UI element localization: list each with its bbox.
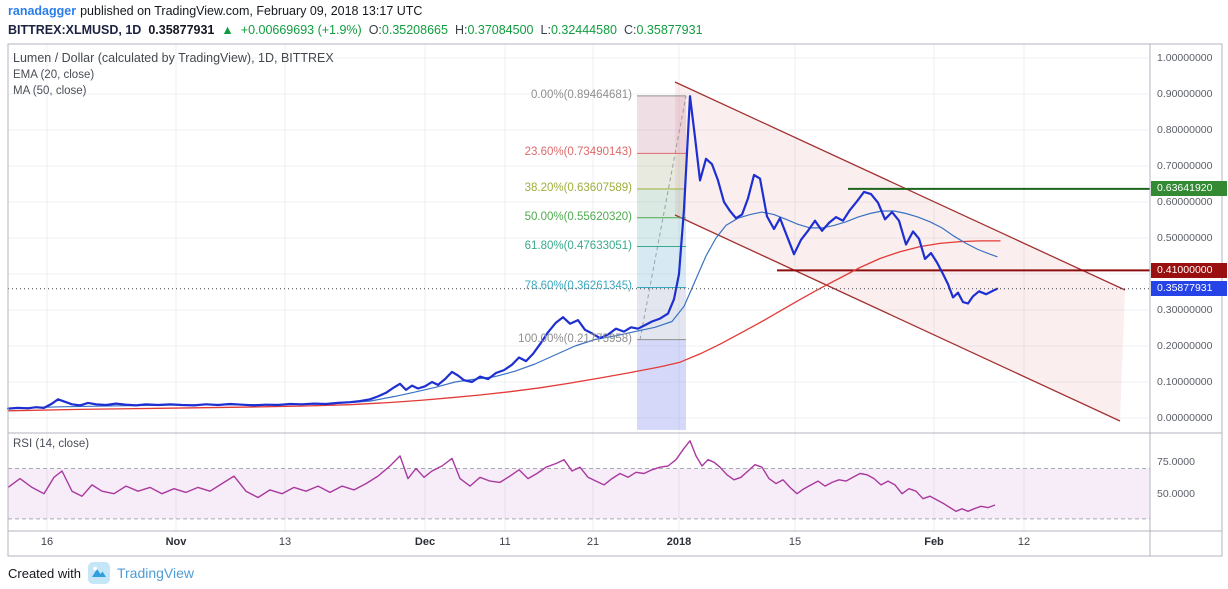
x-axis-label: 21 <box>586 536 600 548</box>
fib-level-label: 78.60%(0.36261345) <box>524 280 632 293</box>
tradingview-logo-icon <box>87 562 110 584</box>
current-price-tag: 0.35877931 <box>1151 281 1227 297</box>
ema20-line <box>7 210 998 409</box>
rsi-axis-label: 75.0000 <box>1157 456 1195 469</box>
price-line <box>6 95 999 410</box>
y-axis-label: 0.30000000 <box>1157 304 1213 316</box>
fib-level-label: 50.00%(0.55620320) <box>524 210 632 223</box>
main-pane-legend: Lumen / Dollar (calculated by TradingVie… <box>13 51 334 97</box>
x-axis-label: 11 <box>499 536 511 548</box>
x-axis-label: 12 <box>1017 536 1031 548</box>
y-axis-label: 0.90000000 <box>1157 88 1213 100</box>
ohlc-close: C:0.35877931 <box>624 23 703 37</box>
close-label: C: <box>623 23 637 37</box>
ma50-line <box>7 240 1001 412</box>
y-axis-label: 0.60000000 <box>1157 196 1213 208</box>
y-axis-label: 1.00000000 <box>1157 52 1213 64</box>
publish-info: published on TradingView.com, February 0… <box>80 4 423 18</box>
x-axis-label: Dec <box>414 536 436 548</box>
open-value: 0.35208665 <box>381 23 448 37</box>
symbol-bar: BITTREX:XLMUSD, 1D 0.35877931 ▲ +0.00669… <box>8 23 703 37</box>
close-value: 0.35877931 <box>636 23 703 37</box>
x-axis-label: Nov <box>165 536 187 548</box>
fib-level-label: 61.80%(0.47633051) <box>524 239 632 252</box>
fib-zone <box>637 153 686 189</box>
last-price: 0.35877931 <box>148 23 215 37</box>
price-change: +0.00669693 (+1.9%) <box>240 23 362 37</box>
y-axis-label: 0.20000000 <box>1157 340 1213 352</box>
x-axis-label: 2018 <box>666 536 692 548</box>
low-label: L: <box>540 23 551 37</box>
highlight-band <box>637 339 686 430</box>
fib-level-label: 23.60%(0.73490143) <box>524 146 632 159</box>
low-value: 0.32444580 <box>550 23 617 37</box>
ema-legend: EMA (20, close) <box>13 69 95 81</box>
channel-upper-line <box>674 81 1126 291</box>
fib-zone <box>637 217 686 247</box>
footer: Created with TradingView <box>8 560 194 586</box>
rsi-legend: RSI (14, close) <box>13 438 90 450</box>
channel-lower-line <box>674 214 1121 422</box>
high-value: 0.37084500 <box>467 23 534 37</box>
high-label: H: <box>454 23 468 37</box>
fib-zone <box>637 95 686 154</box>
ohlc-low: L:0.32444580 <box>541 23 617 37</box>
open-label: O: <box>368 23 382 37</box>
symbol-name: BITTREX:XLMUSD, 1D <box>8 23 142 37</box>
fib-level-label: 38.20%(0.63607589) <box>524 182 632 194</box>
x-axis-label: 15 <box>788 536 802 548</box>
author-link[interactable]: ranadagger <box>8 4 77 18</box>
x-axis-label: 13 <box>278 536 292 548</box>
y-axis-label: 0.70000000 <box>1157 160 1213 172</box>
rsi-band <box>8 468 1150 519</box>
price-level-tag: 0.63641920 <box>1151 181 1227 197</box>
rsi-line <box>7 440 996 512</box>
fib-level-label: 0.00%(0.89464681) <box>530 88 632 101</box>
fib-anchor-line <box>639 95 687 340</box>
ohlc-open: O:0.35208665 <box>369 23 448 37</box>
x-axis-label: 16 <box>40 536 54 548</box>
y-axis-label: 0.10000000 <box>1157 376 1213 388</box>
y-axis-label: 0.50000000 <box>1157 232 1213 244</box>
chart-title: Lumen / Dollar (calculated by TradingVie… <box>13 51 334 65</box>
up-arrow-icon: ▲ <box>221 23 234 37</box>
ohlc-high: H:0.37084500 <box>455 23 534 37</box>
chart-border <box>7 43 1223 557</box>
price-level-tag: 0.41000000 <box>1151 262 1227 278</box>
tradingview-brand-link[interactable]: TradingView <box>116 565 195 581</box>
rsi-axis-label: 50.0000 <box>1157 487 1195 500</box>
fib-zone <box>637 189 686 218</box>
x-axis-label: Feb <box>924 536 944 548</box>
publish-header: ranadagger published on TradingView.com, … <box>8 4 422 18</box>
ma-legend: MA (50, close) <box>13 85 87 97</box>
fib-level-label: 100.00%(0.21775958) <box>518 332 632 345</box>
y-axis-label: 0.80000000 <box>1157 124 1213 136</box>
fib-tint-overlay <box>637 95 686 430</box>
y-axis-label: 0.00000000 <box>1157 412 1213 424</box>
created-with-text: Created with <box>8 565 81 581</box>
